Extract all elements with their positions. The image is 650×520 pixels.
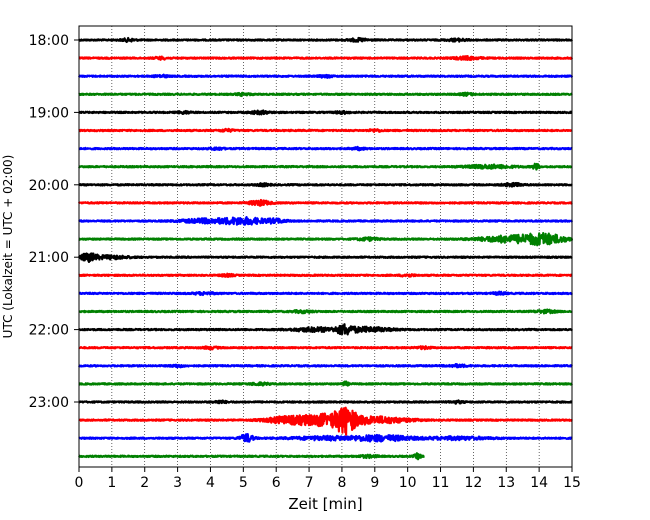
trace-row-2245 — [78, 380, 573, 387]
y-tick-label-0: 18:00 — [29, 33, 69, 49]
x-tick-label-14: 14 — [530, 475, 548, 491]
trace-row-1800 — [78, 36, 573, 44]
x-tick-label-9: 9 — [370, 475, 379, 491]
trace-row-2000 — [78, 181, 573, 188]
trace-row-2130 — [78, 290, 573, 297]
trace-row-1815 — [78, 55, 574, 61]
x-axis-label: Zeit [min] — [288, 495, 362, 513]
y-axis: 18:00 19:00 20:00 21:00 22:00 23:00 — [29, 33, 79, 411]
trace-row-2115 — [78, 272, 573, 278]
x-tick-label-5: 5 — [239, 475, 248, 491]
trace-row-2215 — [78, 345, 573, 351]
x-tick-label-3: 3 — [173, 475, 182, 491]
trace-row-1845 — [78, 91, 573, 98]
x-tick-label-15: 15 — [563, 475, 581, 491]
x-tick-label-10: 10 — [399, 475, 417, 491]
trace-row-2230 — [78, 363, 573, 369]
trace-rows — [77, 36, 574, 461]
x-tick-label-0: 0 — [75, 475, 84, 491]
trace-row-1945 — [78, 162, 573, 171]
y-tick-label-1: 19:00 — [29, 105, 69, 121]
plot-frame — [78, 25, 573, 468]
y-tick-label-5: 23:00 — [29, 395, 69, 411]
x-axis: 0 1 2 3 4 5 6 7 8 9 10 11 12 13 14 15 — [75, 467, 581, 491]
x-tick-label-1: 1 — [107, 475, 116, 491]
trace-row-2015 — [77, 198, 573, 207]
y-tick-label-2: 20:00 — [29, 178, 69, 194]
x-tick-label-4: 4 — [206, 475, 215, 491]
x-tick-label-2: 2 — [140, 475, 149, 491]
x-tick-label-11: 11 — [432, 475, 450, 491]
x-tick-label-8: 8 — [337, 475, 346, 491]
trace-row-1830 — [78, 73, 574, 79]
y-tick-label-4: 22:00 — [29, 323, 69, 339]
trace-row-2045 — [78, 231, 574, 247]
x-tick-label-6: 6 — [272, 475, 281, 491]
y-tick-label-3: 21:00 — [29, 250, 69, 266]
x-tick-label-7: 7 — [305, 475, 314, 491]
trace-row-2345 — [78, 452, 425, 461]
trace-row-2145 — [78, 308, 573, 315]
trace-row-2300 — [78, 399, 573, 405]
y-axis-label: UTC (Lokalzeit = UTC + 02:00) — [1, 155, 15, 339]
trace-row-2100 — [77, 252, 573, 263]
trace-row-1915 — [78, 127, 573, 134]
trace-row-2315 — [78, 406, 573, 436]
trace-row-2330 — [78, 433, 573, 443]
trace-row-2030 — [78, 216, 574, 226]
x-tick-label-13: 13 — [497, 475, 515, 491]
trace-row-2200 — [78, 323, 573, 336]
x-tick-label-12: 12 — [464, 475, 482, 491]
trace-row-1930 — [78, 145, 573, 152]
trace-row-1900 — [78, 109, 573, 116]
